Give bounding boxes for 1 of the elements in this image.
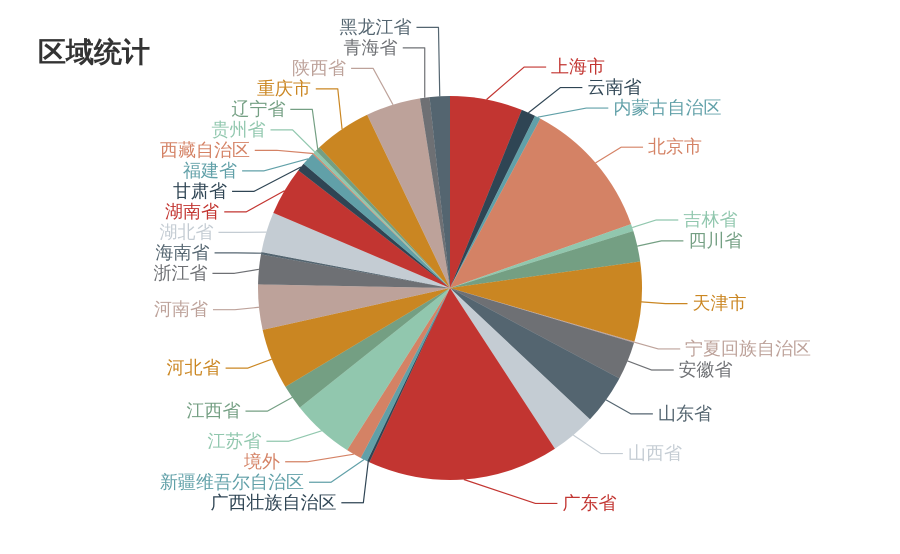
title: 区域统计 bbox=[38, 36, 150, 68]
